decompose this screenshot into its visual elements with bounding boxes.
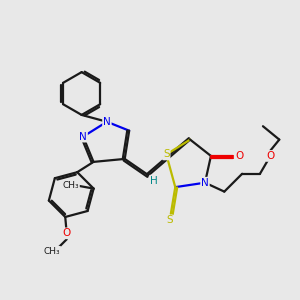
Text: CH₃: CH₃ [62, 181, 79, 190]
Text: N: N [201, 178, 209, 188]
Text: N: N [103, 117, 111, 127]
Text: S: S [163, 149, 170, 160]
Text: N: N [79, 132, 87, 142]
Text: O: O [236, 151, 244, 161]
Text: CH₃: CH₃ [44, 247, 60, 256]
Text: O: O [266, 151, 274, 161]
Text: H: H [150, 176, 158, 186]
Text: S: S [166, 215, 172, 225]
Text: O: O [63, 228, 71, 238]
